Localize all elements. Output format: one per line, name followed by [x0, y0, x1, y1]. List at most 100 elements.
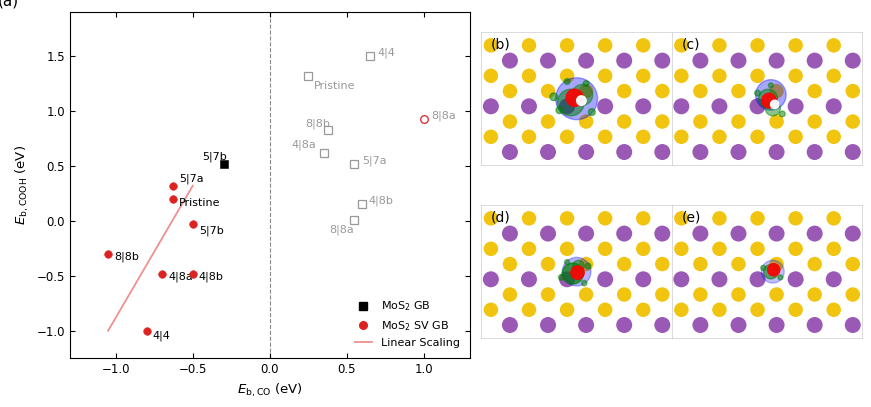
- Text: (a): (a): [0, 0, 19, 9]
- Circle shape: [750, 38, 765, 53]
- Circle shape: [826, 271, 841, 287]
- Circle shape: [673, 98, 689, 114]
- Circle shape: [693, 114, 707, 129]
- Circle shape: [674, 69, 689, 83]
- Circle shape: [563, 263, 584, 284]
- Circle shape: [522, 242, 537, 256]
- Circle shape: [579, 114, 593, 129]
- Circle shape: [674, 302, 689, 317]
- Circle shape: [579, 84, 593, 98]
- Text: Pristine: Pristine: [314, 81, 355, 91]
- Circle shape: [654, 317, 671, 333]
- Circle shape: [864, 98, 871, 114]
- Circle shape: [731, 144, 746, 160]
- Circle shape: [522, 69, 537, 83]
- Circle shape: [760, 265, 766, 270]
- Circle shape: [865, 242, 871, 256]
- Circle shape: [598, 211, 612, 225]
- Circle shape: [750, 211, 765, 225]
- Circle shape: [771, 100, 779, 109]
- Circle shape: [750, 302, 765, 317]
- Circle shape: [788, 69, 803, 83]
- Circle shape: [673, 271, 689, 287]
- Text: 5|7a: 5|7a: [179, 174, 204, 184]
- Circle shape: [769, 84, 784, 98]
- Text: Pristine: Pristine: [179, 198, 220, 208]
- Circle shape: [712, 271, 727, 287]
- Circle shape: [550, 93, 557, 101]
- Circle shape: [483, 129, 498, 144]
- Circle shape: [573, 260, 584, 272]
- Circle shape: [673, 271, 689, 287]
- Circle shape: [731, 53, 746, 69]
- Text: 4|8b: 4|8b: [199, 271, 224, 282]
- Circle shape: [674, 38, 689, 53]
- Text: (c): (c): [681, 37, 700, 51]
- Circle shape: [502, 225, 518, 242]
- Circle shape: [826, 98, 841, 114]
- Circle shape: [712, 38, 726, 53]
- Circle shape: [731, 317, 746, 333]
- Circle shape: [522, 211, 537, 225]
- Circle shape: [598, 69, 612, 83]
- Circle shape: [846, 114, 860, 129]
- Circle shape: [827, 211, 841, 225]
- Circle shape: [579, 287, 593, 302]
- Circle shape: [845, 144, 861, 160]
- Circle shape: [807, 257, 822, 271]
- Circle shape: [585, 263, 591, 269]
- Circle shape: [787, 98, 804, 114]
- Circle shape: [636, 38, 651, 53]
- Text: 8|8b: 8|8b: [114, 252, 139, 263]
- Circle shape: [765, 101, 780, 116]
- Circle shape: [655, 84, 670, 98]
- Circle shape: [692, 53, 708, 69]
- Text: 4|8b: 4|8b: [368, 196, 393, 206]
- Circle shape: [827, 242, 841, 256]
- Circle shape: [787, 271, 804, 287]
- Circle shape: [674, 38, 689, 53]
- Circle shape: [636, 69, 651, 83]
- Circle shape: [756, 80, 787, 110]
- Circle shape: [541, 257, 556, 271]
- Circle shape: [761, 260, 784, 283]
- Circle shape: [693, 257, 707, 271]
- Circle shape: [540, 144, 556, 160]
- Circle shape: [750, 98, 766, 114]
- Circle shape: [768, 144, 785, 160]
- Y-axis label: $E_{\mathrm{b,COOH}}$ (eV): $E_{\mathrm{b,COOH}}$ (eV): [13, 145, 30, 225]
- Circle shape: [712, 211, 726, 225]
- Circle shape: [598, 38, 612, 53]
- Circle shape: [674, 242, 689, 256]
- Text: 8|8b: 8|8b: [305, 119, 330, 129]
- Circle shape: [827, 129, 841, 144]
- Circle shape: [712, 129, 726, 144]
- Circle shape: [541, 287, 556, 302]
- Circle shape: [483, 38, 498, 53]
- Circle shape: [712, 69, 726, 83]
- Circle shape: [564, 260, 570, 265]
- Circle shape: [732, 114, 746, 129]
- Circle shape: [807, 84, 822, 98]
- Circle shape: [577, 96, 586, 105]
- Circle shape: [865, 302, 871, 317]
- Circle shape: [503, 114, 517, 129]
- Circle shape: [616, 53, 632, 69]
- Circle shape: [635, 98, 652, 114]
- Circle shape: [571, 266, 584, 279]
- Circle shape: [540, 225, 556, 242]
- Text: (b): (b): [491, 37, 510, 51]
- Circle shape: [780, 111, 785, 117]
- Circle shape: [673, 98, 689, 114]
- Circle shape: [845, 225, 861, 242]
- Circle shape: [560, 302, 574, 317]
- Circle shape: [788, 242, 803, 256]
- Circle shape: [674, 242, 689, 256]
- Text: 5|7b: 5|7b: [202, 152, 226, 162]
- Circle shape: [578, 144, 594, 160]
- Circle shape: [845, 317, 861, 333]
- Circle shape: [563, 257, 591, 286]
- Circle shape: [636, 211, 651, 225]
- Circle shape: [598, 271, 613, 287]
- Circle shape: [731, 225, 746, 242]
